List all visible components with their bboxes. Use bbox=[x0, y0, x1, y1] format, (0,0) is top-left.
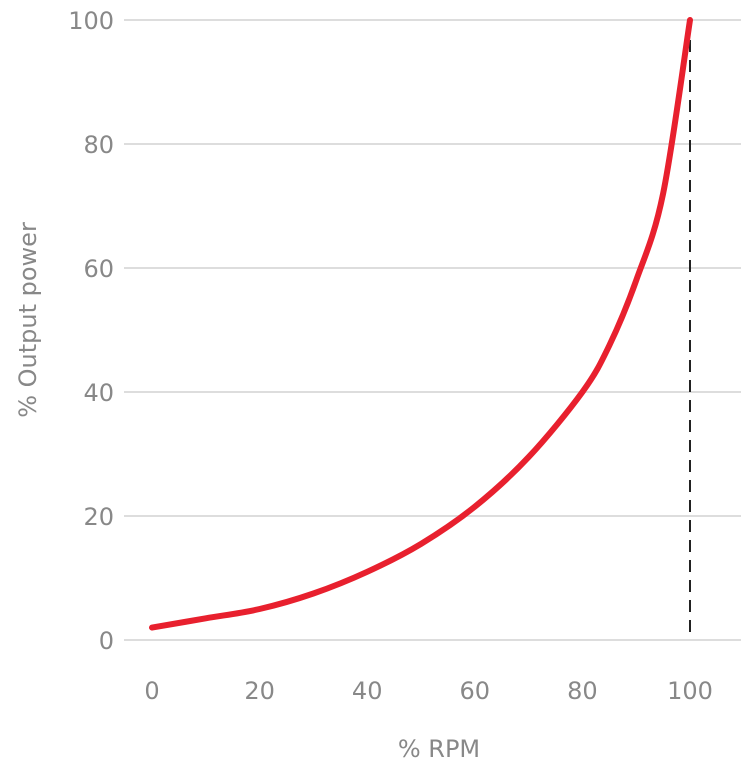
x-axis-ticks: 0 20 40 60 80 100 bbox=[144, 677, 713, 705]
x-tick-label: 40 bbox=[352, 677, 383, 705]
series bbox=[149, 17, 693, 631]
x-tick-label: 20 bbox=[244, 677, 275, 705]
y-tick-label: 100 bbox=[68, 7, 114, 35]
x-tick-label: 60 bbox=[460, 677, 491, 705]
y-axis-title: % Output power bbox=[14, 222, 42, 418]
y-tick-label: 60 bbox=[83, 255, 114, 283]
x-tick-label: 0 bbox=[144, 677, 159, 705]
y-axis-ticks: 0 20 40 60 80 100 bbox=[68, 7, 114, 655]
x-tick-label: 80 bbox=[567, 677, 598, 705]
y-tick-label: 20 bbox=[83, 503, 114, 531]
y-tick-label: 0 bbox=[99, 627, 114, 655]
y-tick-label: 80 bbox=[83, 131, 114, 159]
x-tick-label: 100 bbox=[667, 677, 713, 705]
grid bbox=[124, 19, 741, 641]
y-tick-label: 40 bbox=[83, 379, 114, 407]
x-axis-title: % RPM bbox=[398, 735, 480, 763]
series-line bbox=[149, 17, 693, 631]
